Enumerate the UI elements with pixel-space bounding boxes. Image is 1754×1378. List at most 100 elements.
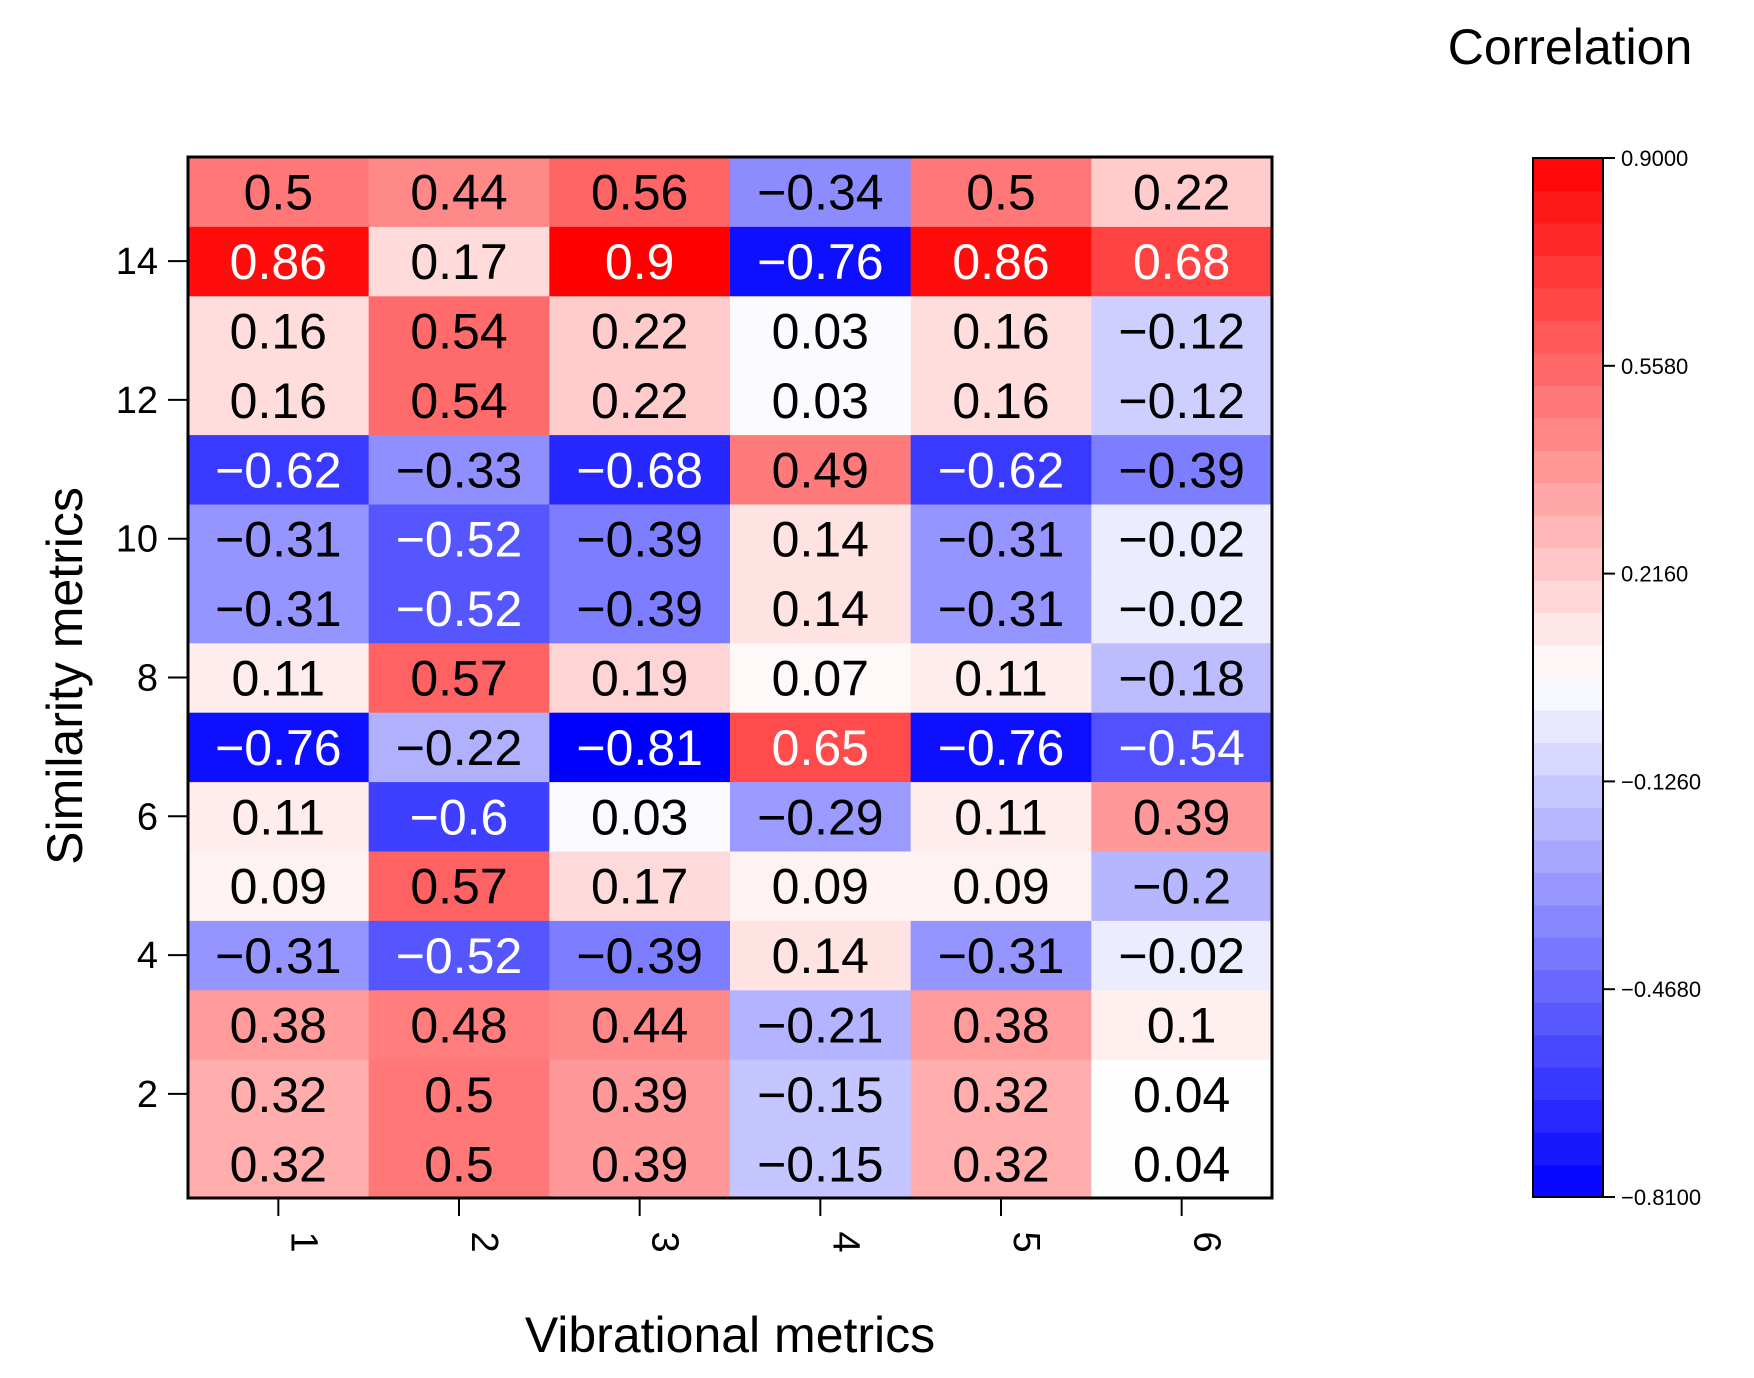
heatmap-cell-r14-c5 [910,226,1092,297]
heatmap-cell-r14-c6 [1091,226,1273,297]
heatmap-cell-r7-c5 [910,712,1092,783]
cell-label-r2-c4: −0.15 [757,1067,884,1123]
y-tick-label-2: 2 [137,1074,158,1116]
heatmap-cell-r9-c1 [188,573,370,644]
colorbar-tick-label-3: 0.2160 [1621,562,1688,587]
colorbar-step-1 [1533,1164,1603,1198]
cell-label-r2-c3: 0.39 [591,1067,688,1123]
cell-label-r6-c5: 0.11 [954,789,1048,845]
heatmap-cell-r15-c3 [549,157,731,227]
colorbar-tick-label-1: 0.9000 [1621,146,1688,171]
heatmap-cell-r3-c5 [910,989,1092,1060]
heatmap-cell-r8-c5 [910,642,1092,713]
colorbar-tick-label-6: −0.8100 [1621,1185,1701,1210]
heatmap-cell-r11-c4 [730,434,912,505]
cell-label-r4-c5: −0.31 [938,928,1065,984]
heatmap-cell-r2-c6 [1091,1059,1273,1130]
cell-label-r5-c5: 0.09 [952,859,1049,915]
cell-label-r5-c1: 0.09 [230,859,327,915]
y-tick-label-14: 14 [116,241,158,283]
heatmap-cell-r5-c5 [910,851,1092,921]
heatmap-cell-r9-c2 [368,573,550,644]
cell-label-r2-c2: 0.5 [424,1067,494,1123]
cell-label-r1-c5: 0.32 [952,1136,1049,1192]
heatmap-cell-r12-c2 [368,365,550,436]
colorbar-step-28 [1533,287,1603,321]
colorbar-step-25 [1533,385,1603,419]
heatmap-cell-r12-c4 [730,365,912,436]
cell-label-r11-c4: 0.49 [772,442,869,498]
cell-label-r14-c2: 0.17 [410,234,507,290]
heatmap-cell-r7-c3 [549,712,731,783]
cell-label-r3-c2: 0.48 [410,998,507,1054]
cell-label-r13-c6: −0.12 [1118,304,1245,360]
colorbar-step-4 [1533,1067,1603,1101]
cell-label-r4-c3: −0.39 [576,928,703,984]
cell-label-r3-c3: 0.44 [591,998,688,1054]
heatmap-cell-r5-c6 [1091,851,1273,921]
cell-label-r10-c4: 0.14 [772,512,869,568]
heatmap-cell-r12-c5 [910,365,1092,436]
cell-label-r10-c6: −0.02 [1118,512,1245,568]
colorbar-frame [1532,157,1604,1198]
heatmap-cell-r14-c4 [730,226,912,297]
heatmap-cell-r10-c1 [188,504,370,574]
cell-label-r1-c4: −0.15 [757,1136,884,1192]
y-tick-label-12: 12 [116,380,158,422]
heatmap-cell-r5-c1 [188,851,370,921]
cell-label-r13-c1: 0.16 [230,304,327,360]
heatmap-cell-r3-c6 [1091,989,1273,1060]
colorbar-steps [1533,158,1603,1198]
cell-label-r8-c5: 0.11 [954,651,1048,707]
cell-label-r7-c1: −0.76 [215,720,342,776]
heatmap-cell-r2-c5 [910,1059,1092,1130]
heatmap-cell-r9-c5 [910,573,1092,644]
heatmap-cell-r13-c5 [910,295,1092,366]
heatmap-cell-r6-c4 [730,781,912,852]
colorbar-legend: 0.9000 0.5580 0.2160 −0.1260 −0.4680 −0.8100 [1532,146,1701,1210]
cell-label-r3-c5: 0.38 [952,998,1049,1054]
heatmap-cell-r8-c2 [368,642,550,713]
cell-label-r15-c4: −0.34 [757,165,884,221]
heatmap-cells [188,157,1273,1199]
y-tick-label-6: 6 [137,796,158,838]
cell-label-r13-c3: 0.22 [591,304,688,360]
cell-label-r4-c6: −0.02 [1118,928,1245,984]
colorbar-ticks: 0.9000 0.5580 0.2160 −0.1260 −0.4680 −0.8100 [1603,146,1701,1210]
colorbar-step-12 [1533,807,1603,841]
cell-label-r2-c5: 0.32 [952,1067,1049,1123]
heatmap-cell-r3-c4 [730,989,912,1060]
heatmap-cell-r8-c1 [188,642,370,713]
x-axis: 1 2 3 4 5 6 [277,1198,1228,1253]
cell-label-r6-c6: 0.39 [1133,789,1230,845]
heatmap-cell-r10-c6 [1091,504,1273,574]
heatmap-cell-r15-c1 [188,157,370,227]
heatmap-cell-r15-c6 [1091,157,1273,227]
cell-label-r15-c6: 0.22 [1133,165,1230,221]
heatmap-cell-labels: 0.32 0.5 0.39 −0.15 0.32 0.04 0.32 0.5 0.39 −0.15… [215,165,1245,1193]
cell-label-r10-c5: −0.31 [938,512,1065,568]
colorbar-tick-label-4: −0.1260 [1621,769,1701,794]
heatmap-cell-r6-c3 [549,781,731,852]
heatmap-cell-r4-c3 [549,920,731,991]
heatmap-cell-r7-c1 [188,712,370,783]
cell-label-r14-c3: 0.9 [605,234,675,290]
cell-label-r4-c4: 0.14 [772,928,869,984]
heatmap-cell-r8-c3 [549,642,731,713]
cell-label-r9-c3: −0.39 [576,581,703,637]
heatmap-cell-r13-c6 [1091,295,1273,366]
colorbar-step-23 [1533,450,1603,484]
cell-label-r14-c6: 0.68 [1133,234,1230,290]
heatmap-cell-r11-c3 [549,434,731,505]
cell-label-r6-c4: −0.29 [757,789,884,845]
heatmap-cell-r7-c2 [368,712,550,783]
heatmap-cell-r12-c6 [1091,365,1273,436]
colorbar-tick-label-5: −0.4680 [1621,977,1701,1002]
heatmap-cell-r8-c4 [730,642,912,713]
cell-label-r13-c5: 0.16 [952,304,1049,360]
colorbar-step-26 [1533,352,1603,386]
heatmap-cell-r1-c1 [188,1128,370,1199]
cell-label-r15-c1: 0.5 [244,165,314,221]
colorbar-step-29 [1533,255,1603,289]
